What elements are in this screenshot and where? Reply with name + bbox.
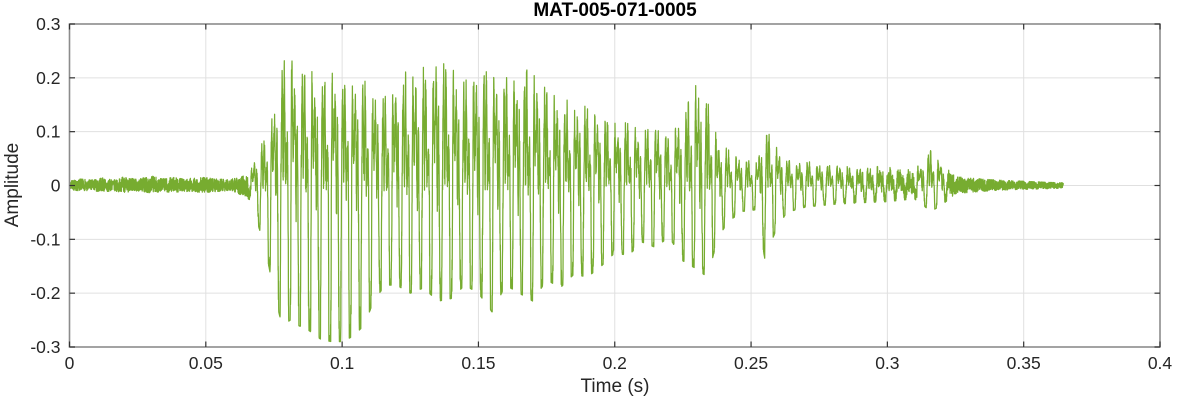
svg-text:0.3: 0.3	[36, 14, 60, 34]
svg-text:-0.3: -0.3	[30, 337, 60, 357]
svg-text:0.4: 0.4	[1148, 353, 1173, 373]
svg-text:0: 0	[65, 353, 75, 373]
svg-text:0.1: 0.1	[36, 122, 60, 142]
svg-text:0.3: 0.3	[875, 353, 899, 373]
svg-text:0.05: 0.05	[189, 353, 223, 373]
svg-text:0.2: 0.2	[603, 353, 627, 373]
svg-text:0.35: 0.35	[1007, 353, 1041, 373]
svg-text:0.2: 0.2	[36, 68, 60, 88]
plot-title: MAT-005-071-0005	[533, 0, 697, 21]
tick-marks	[68, 23, 1161, 348]
x-axis-label: Time (s)	[580, 376, 650, 397]
svg-text:0: 0	[51, 176, 61, 196]
y-axis-label: Amplitude	[2, 142, 23, 228]
y-tick-labels: -0.3 -0.2 -0.1 0 0.1 0.2 0.3	[30, 14, 60, 357]
svg-text:-0.1: -0.1	[30, 229, 60, 249]
svg-text:0.25: 0.25	[734, 353, 768, 373]
svg-text:0.15: 0.15	[461, 353, 495, 373]
svg-text:0.1: 0.1	[330, 353, 354, 373]
svg-text:-0.2: -0.2	[30, 283, 60, 303]
waveform-trace	[68, 60, 1064, 343]
x-tick-labels: 0 0.05 0.1 0.15 0.2 0.25 0.3 0.35 0.4	[65, 353, 1173, 373]
